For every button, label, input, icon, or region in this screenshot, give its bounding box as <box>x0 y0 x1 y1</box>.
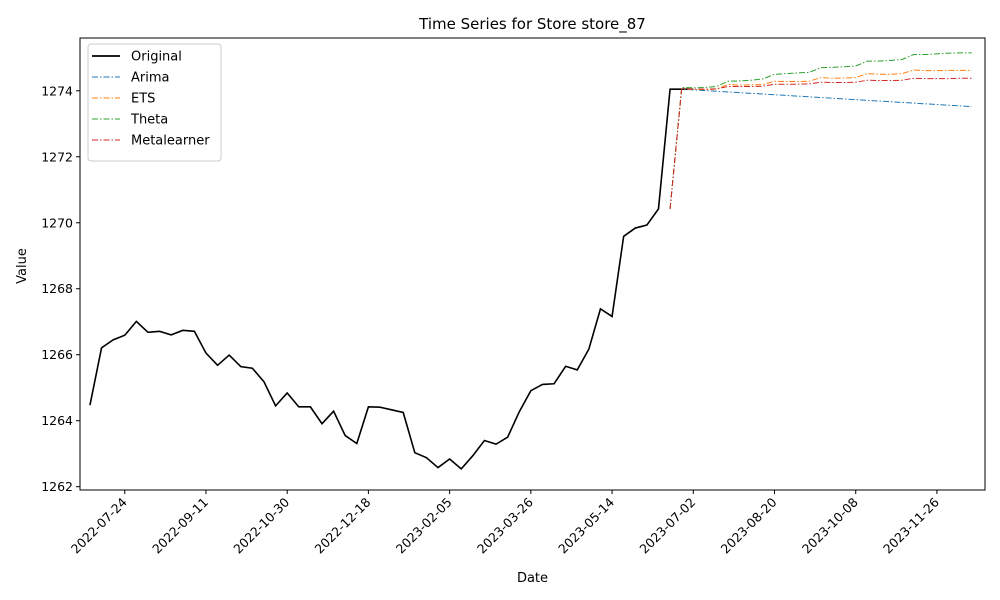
y-tick-label: 1268 <box>41 281 73 296</box>
y-tick-label: 1274 <box>41 83 73 98</box>
legend: Original Arima ETS Theta Metalearner <box>87 43 222 162</box>
y-tick-label: 1264 <box>41 413 73 428</box>
plot-frame <box>79 37 986 491</box>
legend-box <box>87 43 222 162</box>
y-tick-label: 1266 <box>41 347 73 362</box>
y-tick-label: 1270 <box>41 215 73 230</box>
legend-label-original: Original <box>131 50 182 65</box>
series-line-metalearner <box>669 77 972 209</box>
series-line-ets <box>669 69 972 209</box>
x-axis-title: Date <box>517 571 548 586</box>
chart-title: Time Series for Store store_87 <box>418 15 646 34</box>
y-tick-label: 1262 <box>41 479 73 494</box>
y-axis-title: Value <box>15 248 30 284</box>
legend-label-theta: Theta <box>130 113 168 128</box>
series-line-theta <box>669 52 972 209</box>
legend-label-metalearner: Metalearner <box>131 134 210 149</box>
legend-label-ets: ETS <box>131 92 155 107</box>
y-axis: 1262 1264 1266 1268 1270 1272 1274 <box>41 83 80 494</box>
y-tick-label: 1272 <box>41 149 73 164</box>
plot-area <box>79 37 986 491</box>
legend-label-arima: Arima <box>131 71 169 86</box>
series-line-original <box>89 88 694 470</box>
